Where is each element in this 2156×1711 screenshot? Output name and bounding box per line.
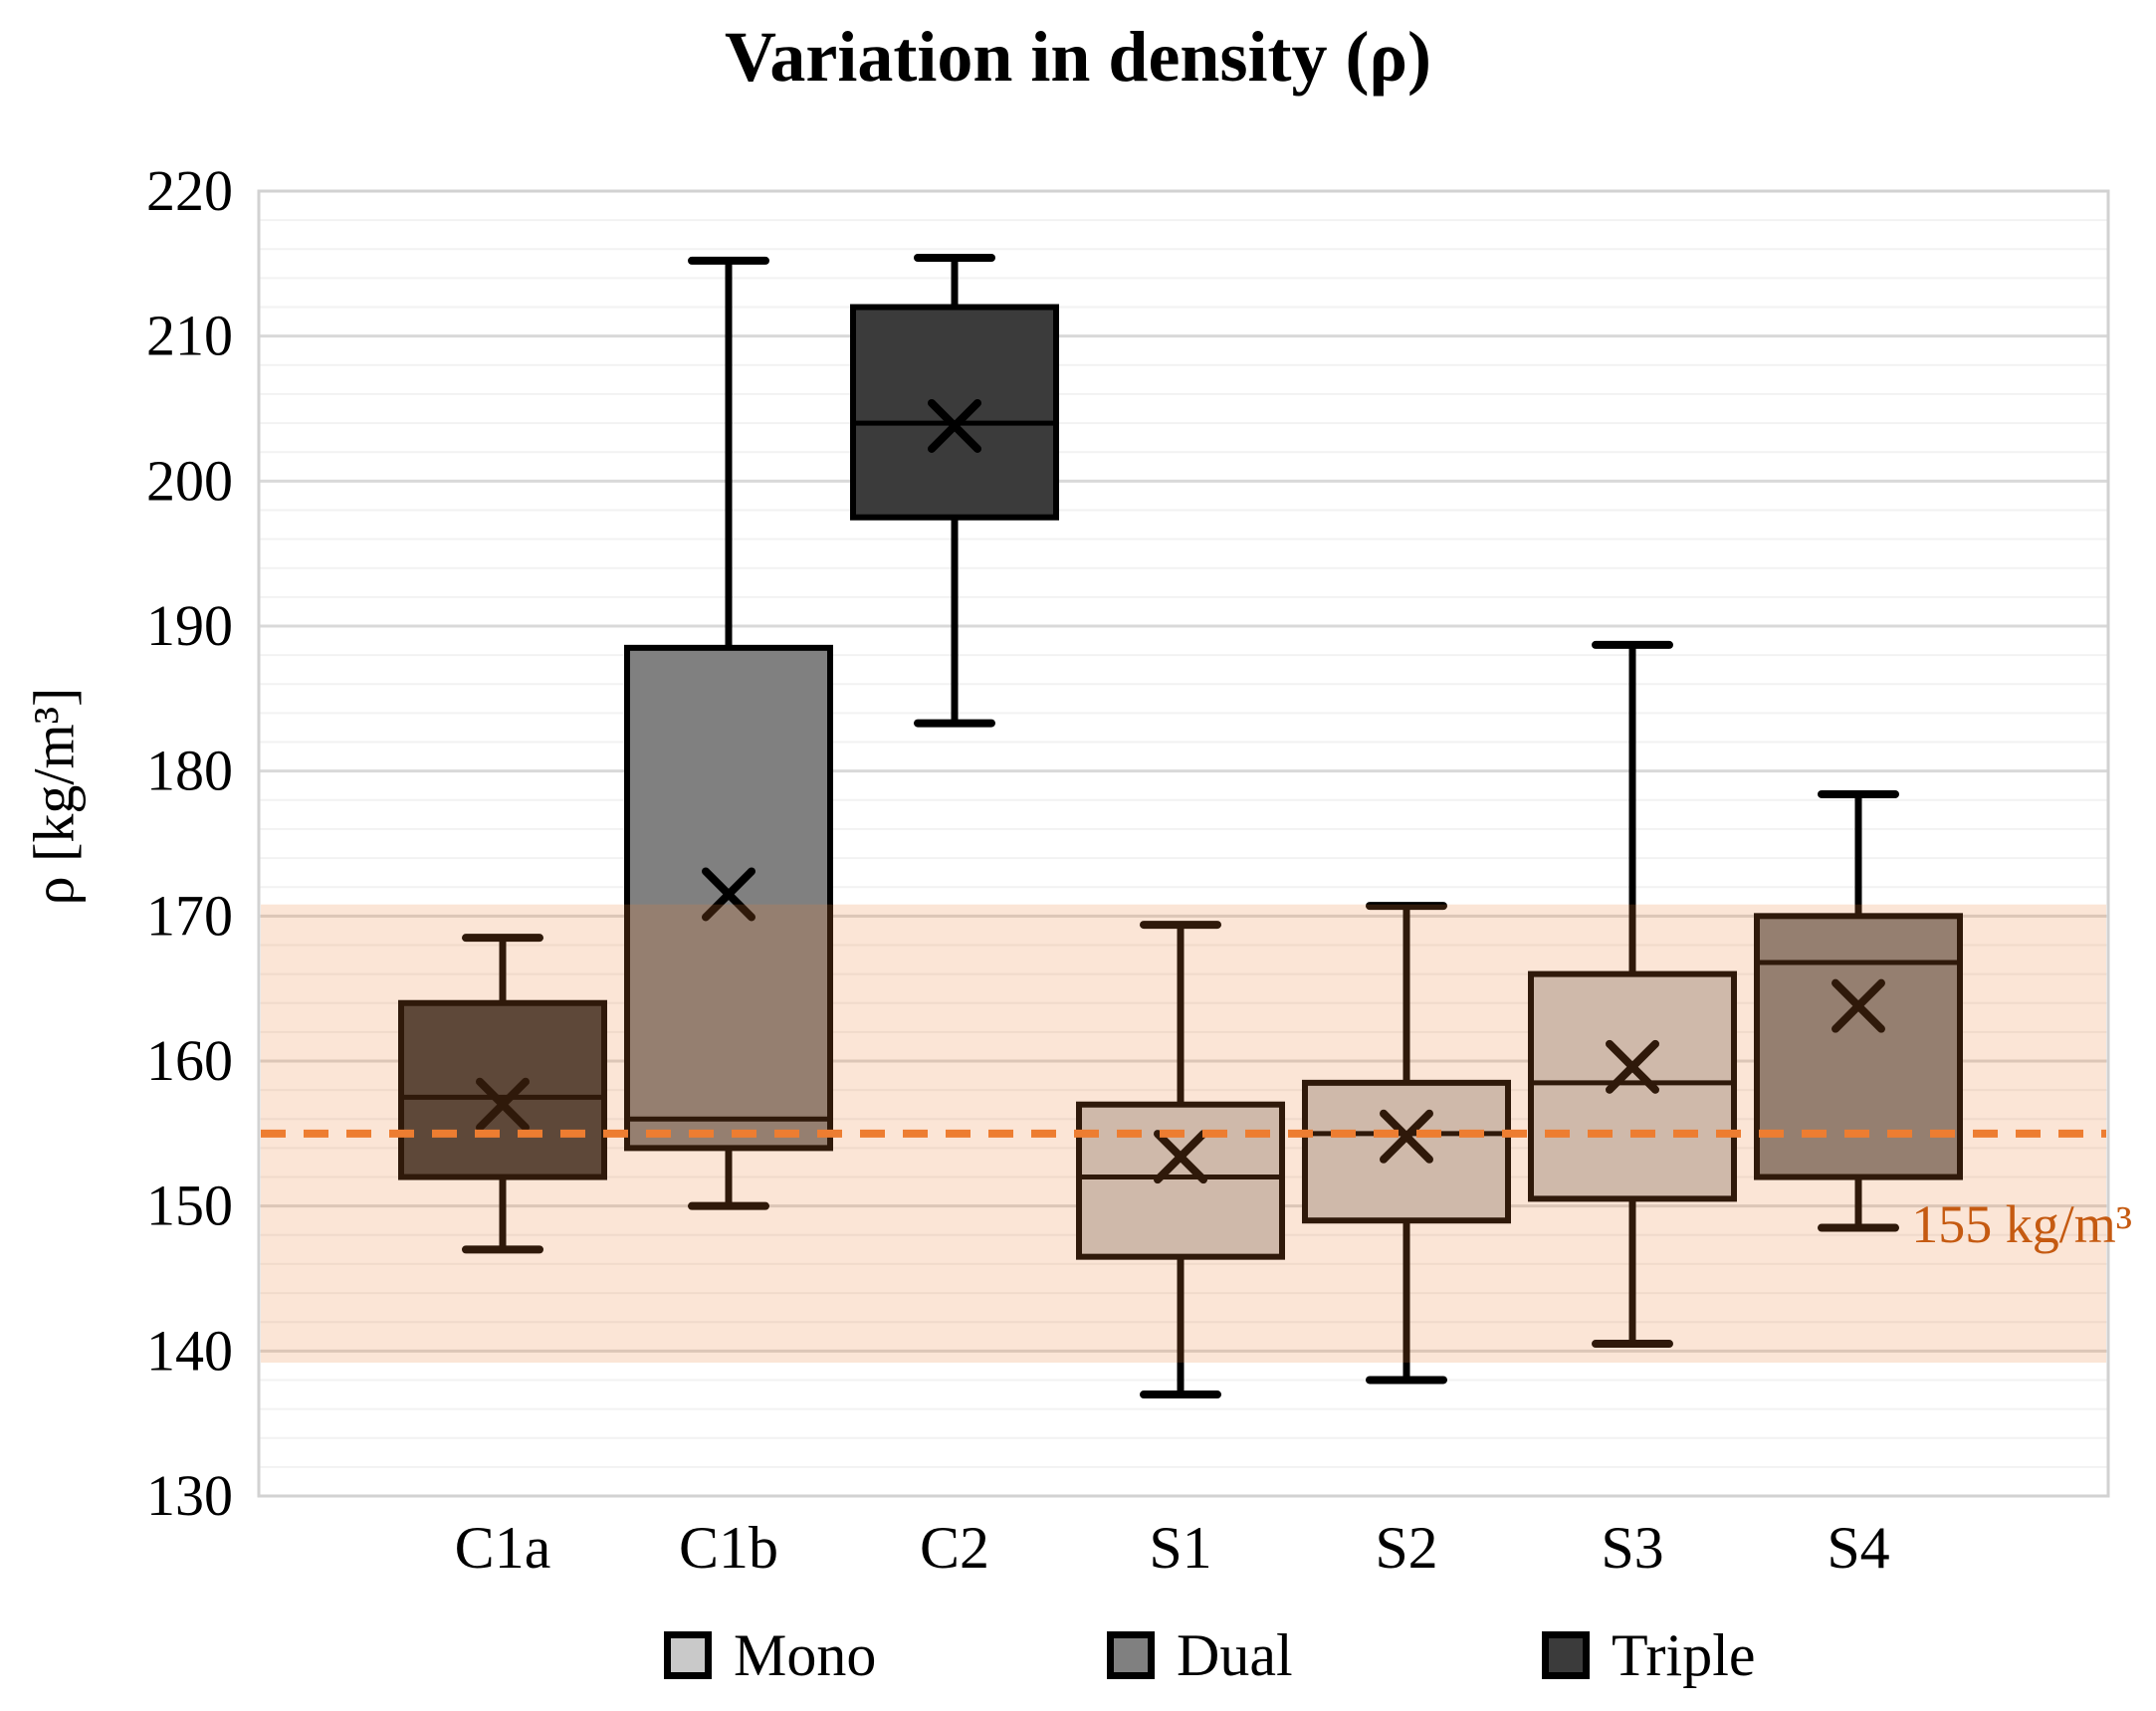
plot-frame: [257, 189, 2110, 1498]
y-tick-label-130: 130: [146, 1463, 233, 1528]
mean-marker-C1a: [476, 1077, 530, 1132]
y-tick-label-180: 180: [146, 739, 233, 803]
y-tick-label-200: 200: [146, 448, 233, 513]
legend-label-mono: Mono: [734, 1622, 877, 1688]
x-category-label-C1b: C1b: [679, 1515, 778, 1581]
x-category-label-C1a: C1a: [455, 1515, 551, 1581]
mean-marker-S2: [1380, 1109, 1433, 1164]
box-C1a: [398, 999, 607, 1180]
box-C2: [850, 304, 1059, 521]
y-tick-label-220: 220: [146, 158, 233, 223]
chart-title: Variation in density (ρ): [725, 17, 1431, 97]
box-S2: [1302, 1079, 1511, 1224]
legend-swatch-triple: [1542, 1631, 1590, 1679]
x-category-label-S3: S3: [1601, 1515, 1663, 1581]
legend-item-dual: Dual: [1107, 1625, 1293, 1685]
y-axis-title: ρ [kg/m³]: [21, 687, 87, 906]
mean-marker-S3: [1606, 1039, 1659, 1094]
legend: Mono Dual Triple: [0, 1625, 2156, 1695]
legend-swatch-mono: [664, 1631, 712, 1679]
mean-marker-C1b: [702, 867, 755, 922]
y-tick-label-210: 210: [146, 304, 233, 368]
legend-swatch-dual: [1107, 1631, 1155, 1679]
legend-item-triple: Triple: [1542, 1625, 1756, 1685]
x-category-label-C2: C2: [920, 1515, 989, 1581]
reference-line-label: 155 kg/m³: [1911, 1194, 2132, 1254]
box-C1b: [624, 644, 833, 1152]
y-tick-label-140: 140: [146, 1318, 233, 1383]
box-S4: [1754, 913, 1963, 1180]
x-category-label-S1: S1: [1149, 1515, 1211, 1581]
legend-item-mono: Mono: [664, 1625, 876, 1685]
legend-label-triple: Triple: [1612, 1622, 1756, 1688]
x-category-label-S2: S2: [1375, 1515, 1437, 1581]
y-tick-label-150: 150: [146, 1174, 233, 1238]
y-tick-label-160: 160: [146, 1028, 233, 1093]
x-category-label-S4: S4: [1827, 1515, 1889, 1581]
y-tick-label-190: 190: [146, 593, 233, 658]
box-S3: [1528, 970, 1737, 1202]
mean-marker-S1: [1154, 1130, 1207, 1184]
y-tick-label-170: 170: [146, 883, 233, 948]
mean-marker-C2: [928, 398, 981, 453]
legend-label-dual: Dual: [1177, 1622, 1293, 1688]
mean-marker-S4: [1832, 978, 1885, 1033]
